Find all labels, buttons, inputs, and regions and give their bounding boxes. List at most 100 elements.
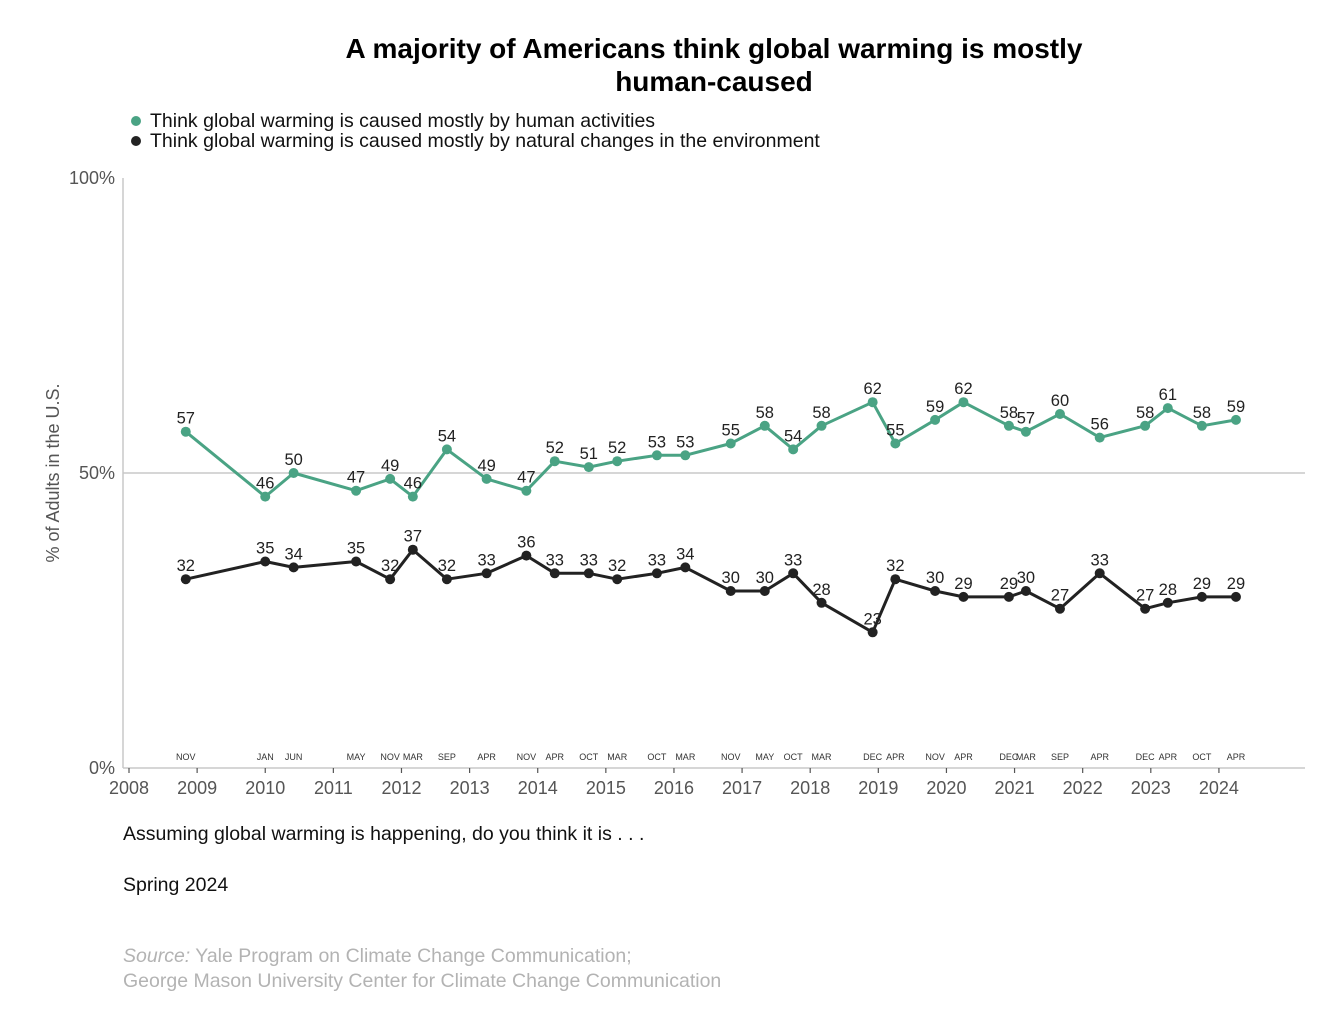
data-point [441, 574, 452, 585]
data-point [481, 568, 492, 579]
survey-month-label: MAR [1016, 752, 1037, 762]
data-point [583, 568, 594, 579]
data-label: 35 [347, 540, 365, 558]
chart-title-line-1: A majority of Americans think global war… [345, 33, 1083, 64]
survey-month-label: DEC [863, 752, 883, 762]
data-label: 59 [1227, 398, 1245, 416]
data-label: 53 [676, 433, 694, 451]
survey-month-label: JUN [285, 752, 303, 762]
data-point [1054, 603, 1065, 614]
data-label: 53 [648, 433, 666, 451]
data-label: 57 [177, 410, 195, 428]
data-point [1230, 591, 1241, 602]
data-point [288, 468, 299, 478]
data-label: 49 [381, 457, 399, 475]
source-label: Source: [123, 945, 191, 967]
data-point [867, 397, 878, 408]
survey-month-label: NOV [925, 752, 945, 762]
data-point [612, 574, 623, 585]
legend-item-natural: Think global warming is caused mostly by… [131, 131, 820, 151]
survey-month-label: APR [1227, 752, 1246, 762]
data-label: 32 [438, 557, 456, 575]
data-label: 60 [1051, 392, 1069, 410]
data-point [680, 562, 691, 573]
data-point [407, 544, 418, 555]
data-point [759, 586, 770, 596]
survey-wave: Spring 2024 [123, 874, 229, 896]
data-label: 32 [608, 557, 626, 575]
data-label: 49 [477, 457, 495, 475]
data-label: 32 [177, 557, 195, 575]
data-label: 36 [517, 534, 535, 552]
data-point [260, 556, 271, 567]
source-line-1: Yale Program on Climate Change Communica… [190, 945, 632, 967]
survey-month-label: JAN [257, 752, 274, 762]
data-label: 30 [926, 569, 944, 587]
data-point [260, 491, 271, 502]
data-label: 27 [1051, 587, 1069, 605]
chart-title-line-2: human-caused [615, 66, 813, 97]
data-point [1020, 586, 1031, 596]
data-label: 58 [1136, 404, 1154, 422]
data-label: 34 [676, 545, 694, 563]
data-point [583, 462, 594, 473]
data-label: 29 [954, 575, 972, 593]
data-point [549, 456, 560, 467]
data-point [1020, 426, 1031, 437]
legend: Think global warming is caused mostly by… [131, 111, 820, 151]
data-point [385, 574, 396, 585]
data-label: 28 [812, 581, 830, 599]
survey-month-label: MAR [403, 752, 424, 762]
data-label: 32 [886, 557, 904, 575]
data-label: 33 [546, 551, 564, 569]
data-point [867, 627, 878, 638]
data-label: 29 [1000, 575, 1018, 593]
x-tick-label: 2012 [381, 778, 421, 798]
data-label: 32 [381, 557, 399, 575]
data-label: 35 [256, 540, 274, 558]
survey-month-label: DEC [999, 752, 1019, 762]
y-tick-label: 100% [69, 168, 115, 188]
data-point [890, 438, 901, 449]
data-label: 46 [404, 475, 422, 493]
data-label: 58 [812, 404, 830, 422]
data-label: 52 [546, 439, 564, 457]
survey-month-label: MAR [607, 752, 628, 762]
x-tick-label: 2024 [1199, 778, 1239, 798]
data-point [680, 450, 691, 461]
x-tick-label: 2021 [995, 778, 1035, 798]
data-label: 28 [1159, 581, 1177, 599]
survey-month-label: APR [1159, 752, 1178, 762]
chart-title: A majority of Americans think global war… [0, 32, 1332, 98]
data-point [549, 568, 560, 579]
survey-month-label: APR [954, 752, 973, 762]
data-label: 47 [347, 469, 365, 487]
data-point [407, 491, 418, 502]
data-point [930, 586, 941, 596]
survey-month-label: MAY [755, 752, 774, 762]
data-point [1162, 597, 1173, 608]
data-point [1094, 432, 1105, 443]
data-point [725, 586, 736, 596]
x-tick-label: 2022 [1063, 778, 1103, 798]
data-point [725, 438, 736, 449]
series-line [184, 400, 1237, 499]
survey-month-label: OCT [579, 752, 599, 762]
survey-month-label: NOV [176, 752, 196, 762]
data-label: 61 [1159, 386, 1177, 404]
data-point [521, 550, 532, 561]
data-label: 46 [256, 475, 274, 493]
survey-month-label: APR [477, 752, 496, 762]
x-tick-label: 2023 [1131, 778, 1171, 798]
data-point [816, 597, 827, 608]
survey-month-label: APR [1090, 752, 1109, 762]
data-point [890, 574, 901, 585]
survey-month-label: NOV [721, 752, 741, 762]
data-point [788, 568, 799, 579]
y-tick-label: 50% [79, 463, 115, 483]
data-label: 23 [863, 610, 881, 628]
x-tick-label: 2018 [790, 778, 830, 798]
data-point [1054, 409, 1065, 419]
data-point [651, 568, 662, 579]
